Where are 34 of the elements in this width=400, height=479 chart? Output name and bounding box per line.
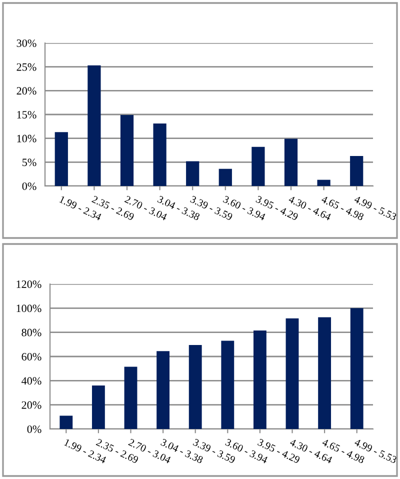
y-tick-label: 60% xyxy=(22,352,42,360)
bar xyxy=(317,180,330,186)
y-tick-label: 5% xyxy=(22,158,36,166)
bar xyxy=(318,317,332,429)
y-tick-label: 20% xyxy=(22,401,42,409)
bar xyxy=(124,366,138,429)
bar xyxy=(286,318,299,429)
bar xyxy=(120,114,134,186)
bar xyxy=(153,124,166,186)
bar xyxy=(88,65,101,186)
y-tick-label: 15% xyxy=(17,110,36,118)
y-tick-label: 10% xyxy=(17,134,36,142)
bar xyxy=(54,132,68,186)
y-tick-label: 0% xyxy=(27,425,42,433)
bar xyxy=(60,416,73,429)
y-tick-label: 80% xyxy=(22,328,42,336)
bar xyxy=(156,351,170,429)
y-tick-label: 0% xyxy=(22,182,36,190)
y-tick-label: 20% xyxy=(16,87,36,95)
y-tick-label: 100% xyxy=(16,304,42,312)
bar xyxy=(92,386,105,429)
y-tick-label: 30% xyxy=(16,39,36,47)
y-tick-label: 40% xyxy=(22,377,42,385)
bar xyxy=(253,330,266,429)
bar xyxy=(252,146,265,186)
bar xyxy=(188,345,202,429)
y-tick-label: 25% xyxy=(16,63,36,71)
bar xyxy=(350,308,364,429)
bar xyxy=(221,340,234,429)
bar xyxy=(186,161,200,186)
bar xyxy=(350,156,364,186)
y-tick-label: 120% xyxy=(16,280,42,288)
bar xyxy=(218,168,232,186)
bar xyxy=(284,138,298,186)
